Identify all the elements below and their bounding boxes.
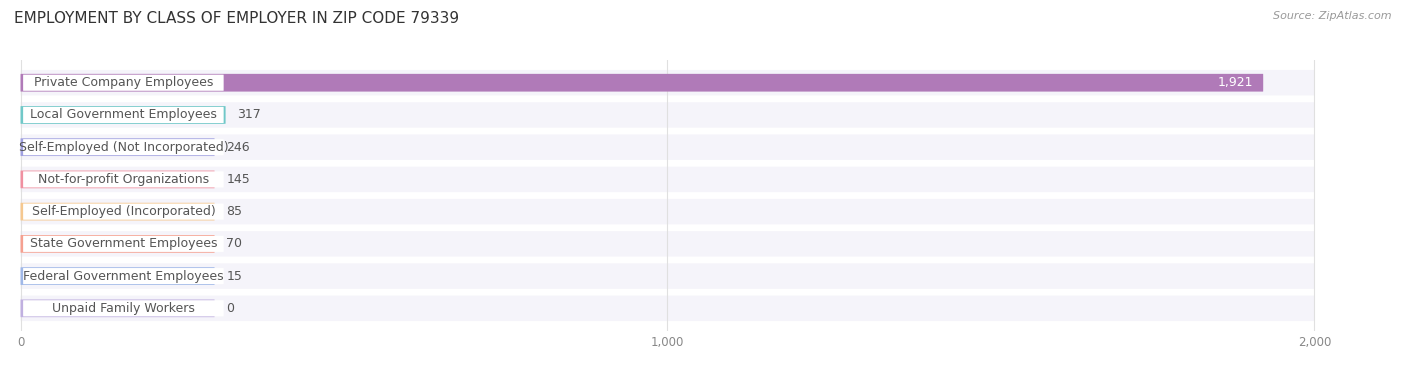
Text: Source: ZipAtlas.com: Source: ZipAtlas.com [1274, 11, 1392, 21]
FancyBboxPatch shape [21, 199, 1315, 224]
FancyBboxPatch shape [21, 106, 225, 124]
FancyBboxPatch shape [22, 139, 224, 155]
Text: Private Company Employees: Private Company Employees [34, 76, 214, 89]
Text: 1,921: 1,921 [1218, 76, 1254, 89]
FancyBboxPatch shape [21, 263, 1315, 289]
Text: 246: 246 [226, 141, 250, 154]
FancyBboxPatch shape [21, 167, 1315, 192]
FancyBboxPatch shape [21, 203, 215, 220]
Text: Self-Employed (Incorporated): Self-Employed (Incorporated) [31, 205, 215, 218]
FancyBboxPatch shape [21, 299, 215, 317]
FancyBboxPatch shape [21, 138, 215, 156]
FancyBboxPatch shape [22, 171, 224, 188]
Text: 70: 70 [226, 237, 242, 250]
Text: Federal Government Employees: Federal Government Employees [22, 270, 224, 283]
Text: EMPLOYMENT BY CLASS OF EMPLOYER IN ZIP CODE 79339: EMPLOYMENT BY CLASS OF EMPLOYER IN ZIP C… [14, 11, 460, 26]
FancyBboxPatch shape [21, 74, 1263, 92]
FancyBboxPatch shape [21, 171, 215, 188]
Text: 85: 85 [226, 205, 242, 218]
FancyBboxPatch shape [22, 203, 224, 220]
Text: Unpaid Family Workers: Unpaid Family Workers [52, 302, 195, 315]
FancyBboxPatch shape [21, 231, 1315, 256]
Text: State Government Employees: State Government Employees [30, 237, 217, 250]
Text: 145: 145 [226, 173, 250, 186]
FancyBboxPatch shape [21, 235, 215, 253]
FancyBboxPatch shape [22, 268, 224, 284]
FancyBboxPatch shape [22, 107, 224, 123]
Text: Not-for-profit Organizations: Not-for-profit Organizations [38, 173, 209, 186]
FancyBboxPatch shape [21, 135, 1315, 160]
FancyBboxPatch shape [21, 296, 1315, 321]
FancyBboxPatch shape [22, 236, 224, 252]
Text: Self-Employed (Not Incorporated): Self-Employed (Not Incorporated) [18, 141, 228, 154]
Text: 0: 0 [226, 302, 235, 315]
FancyBboxPatch shape [21, 267, 215, 285]
FancyBboxPatch shape [22, 75, 224, 91]
Text: 317: 317 [238, 108, 262, 121]
FancyBboxPatch shape [21, 102, 1315, 128]
Text: Local Government Employees: Local Government Employees [30, 108, 217, 121]
FancyBboxPatch shape [22, 300, 224, 316]
FancyBboxPatch shape [21, 70, 1315, 96]
Text: 15: 15 [226, 270, 242, 283]
